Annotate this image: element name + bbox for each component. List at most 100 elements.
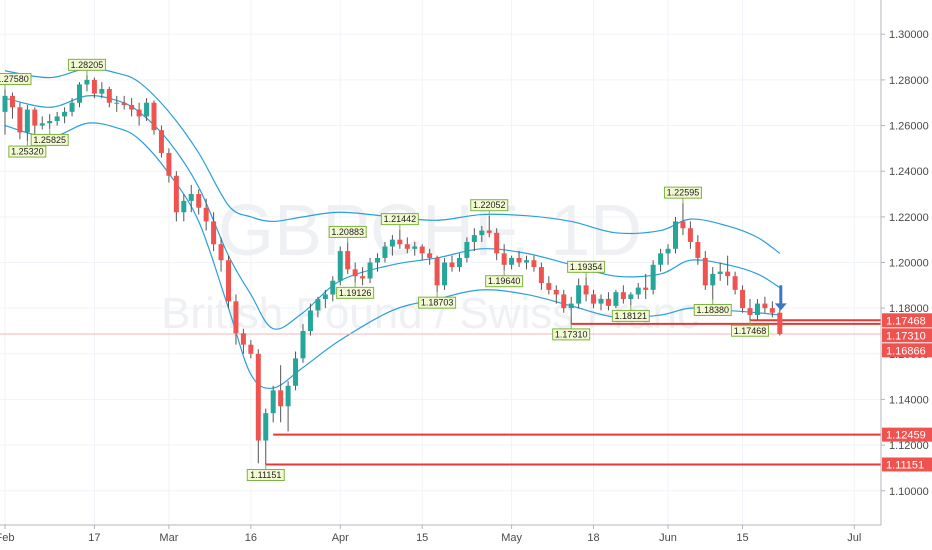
candle-body <box>620 292 626 300</box>
price-label: 1.25320 <box>11 147 44 157</box>
x-tick-label: Apr <box>332 532 349 544</box>
candle-body <box>583 285 589 295</box>
candles <box>2 75 783 465</box>
candle-body <box>233 301 239 334</box>
price-label-box <box>336 286 375 299</box>
price-label-box <box>67 58 106 71</box>
candle-body <box>725 271 731 277</box>
candle-body <box>293 358 299 386</box>
band-upper-line <box>4 67 781 254</box>
candle-body <box>464 241 470 258</box>
candle-body <box>69 102 75 112</box>
price-tag <box>882 427 932 442</box>
price-label-box <box>328 225 367 238</box>
candle-body <box>337 251 343 281</box>
arrow-head <box>774 303 787 311</box>
x-tick-label: 16 <box>245 532 257 544</box>
price-label-box <box>30 133 69 146</box>
down-arrow <box>774 285 787 311</box>
candle-body <box>740 289 746 309</box>
price-label: 1.19354 <box>570 262 603 272</box>
price-tag <box>882 313 932 328</box>
candle-body <box>84 79 90 85</box>
x-tick-label: May <box>501 532 522 544</box>
candle-body <box>680 221 686 229</box>
y-tick-label: 1.24000 <box>889 166 929 178</box>
candle-body <box>158 130 164 153</box>
candle-body <box>24 109 30 133</box>
candle-body <box>412 246 418 249</box>
price-label: 1.27580 <box>0 74 29 84</box>
y-tick-label: 1.18000 <box>889 303 929 315</box>
price-label: 1.22595 <box>667 188 700 198</box>
candle-body <box>613 292 619 306</box>
price-tag-label: 1.17310 <box>886 330 926 342</box>
price-label-box <box>552 328 591 341</box>
candle-body <box>375 257 380 263</box>
candle-body <box>665 248 671 254</box>
candle-body <box>203 207 209 222</box>
price-tag-label: 1.16866 <box>886 345 926 357</box>
y-tick-label: 1.10000 <box>889 486 929 498</box>
candle-body <box>62 111 68 117</box>
candle-body <box>226 260 231 302</box>
price-label-box <box>731 324 769 337</box>
candle-body <box>211 221 217 245</box>
price-label-box <box>0 72 32 85</box>
candle-body <box>129 105 135 110</box>
candle-body <box>397 239 403 245</box>
candle-body <box>531 260 537 268</box>
price-tags: 1.17468 1.17310 1.16866 1.12459 1.11151 <box>882 313 932 472</box>
candle-body <box>173 175 179 213</box>
candle-body <box>658 253 664 265</box>
price-label: 1.17310 <box>555 329 588 339</box>
candle-body <box>144 102 150 117</box>
candle-body <box>576 285 582 304</box>
price-labels: 1.27580 1.28205 1.25320 1.25825 1.20883 1.191… <box>0 58 769 482</box>
candle-body <box>77 84 82 103</box>
candle-body <box>285 385 291 407</box>
price-tag-label: 1.11151 <box>886 459 924 471</box>
candle-body <box>278 390 284 407</box>
candle-body <box>643 287 649 290</box>
candle-body <box>181 200 187 213</box>
x-tick-label: 15 <box>736 532 748 544</box>
x-tick-label: Feb <box>0 532 14 544</box>
y-tick-label: 1.14000 <box>889 394 929 406</box>
candle-body <box>553 289 559 295</box>
candle-body <box>419 246 425 254</box>
price-label: 1.28205 <box>71 60 104 70</box>
candle-body <box>39 123 45 126</box>
candle-body <box>2 95 8 112</box>
candle-body <box>702 257 708 286</box>
x-tick-label: 15 <box>416 532 428 544</box>
candle-body <box>188 194 194 201</box>
y-tick-label: 1.20000 <box>889 258 929 270</box>
candle-body <box>360 276 366 279</box>
candle-body <box>427 253 433 258</box>
y-tick-label: 1.30000 <box>889 29 929 41</box>
price-label-box <box>418 296 457 309</box>
price-label: 1.19640 <box>488 276 521 286</box>
candle-body <box>568 303 574 309</box>
candle-body <box>315 299 321 311</box>
candle-body <box>546 283 552 290</box>
candle-body <box>494 232 500 254</box>
candle-body <box>196 194 202 208</box>
candle-body <box>166 152 172 176</box>
candle-body <box>91 79 97 94</box>
candle-body <box>650 264 656 290</box>
candle-body <box>389 239 395 247</box>
x-axis[interactable]: Feb 17 Mar 16 Apr 15 May 18 Jun 15 Jul <box>0 525 861 544</box>
candle-body <box>524 260 529 263</box>
candle-body <box>240 333 246 345</box>
price-tag <box>882 457 932 472</box>
candle-body <box>501 253 507 265</box>
candle-body <box>307 310 313 331</box>
x-tick-label: Mar <box>159 532 178 544</box>
candle-body <box>99 89 105 94</box>
candle-body <box>509 257 515 265</box>
candle-body <box>218 244 224 261</box>
candle-body <box>762 303 768 309</box>
